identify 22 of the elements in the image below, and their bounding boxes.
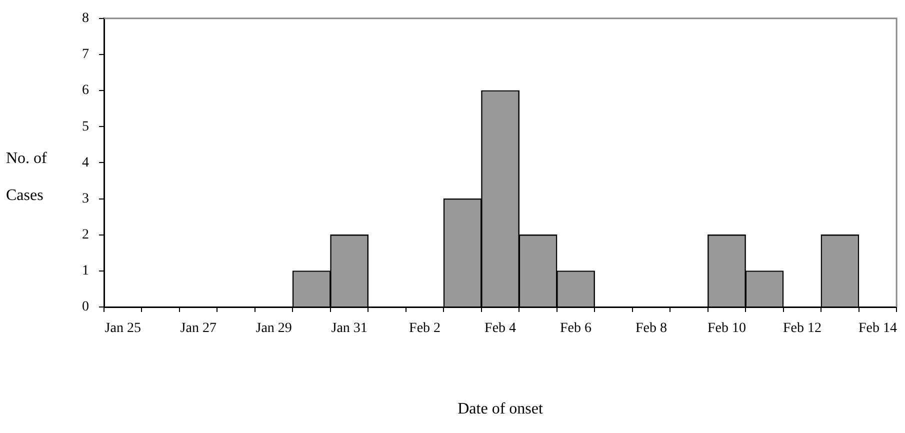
x-tick-label: Feb 14 (858, 321, 897, 336)
x-tick-label: Feb 6 (560, 321, 592, 336)
y-tick-label: 5 (82, 119, 89, 134)
y-tick-label: 8 (82, 11, 89, 26)
x-tick-label: Feb 4 (484, 321, 516, 336)
y-tick-label: 6 (82, 83, 89, 98)
x-tick-label: Feb 2 (409, 321, 441, 336)
y-tick-label: 2 (82, 228, 89, 243)
y-tick-label: 4 (82, 155, 89, 170)
text: No. of Cases (6, 150, 47, 204)
x-tick-label: Feb 8 (636, 321, 668, 336)
y-tick-label: 0 (82, 300, 89, 315)
x-tick-label: Jan 25 (104, 321, 141, 336)
x-tick-label: Jan 31 (331, 321, 368, 336)
y-tick-label: 3 (82, 191, 89, 206)
x-tick-label: Feb 10 (707, 321, 746, 336)
y-tick-label: 1 (82, 264, 89, 279)
x-tick-label: Jan 29 (256, 321, 292, 336)
x-tick-label: Jan 27 (180, 321, 216, 336)
x-axis-title: Date of onset (458, 400, 544, 418)
y-tick-label: 7 (82, 47, 89, 62)
x-tick-label: Feb 12 (782, 321, 822, 336)
